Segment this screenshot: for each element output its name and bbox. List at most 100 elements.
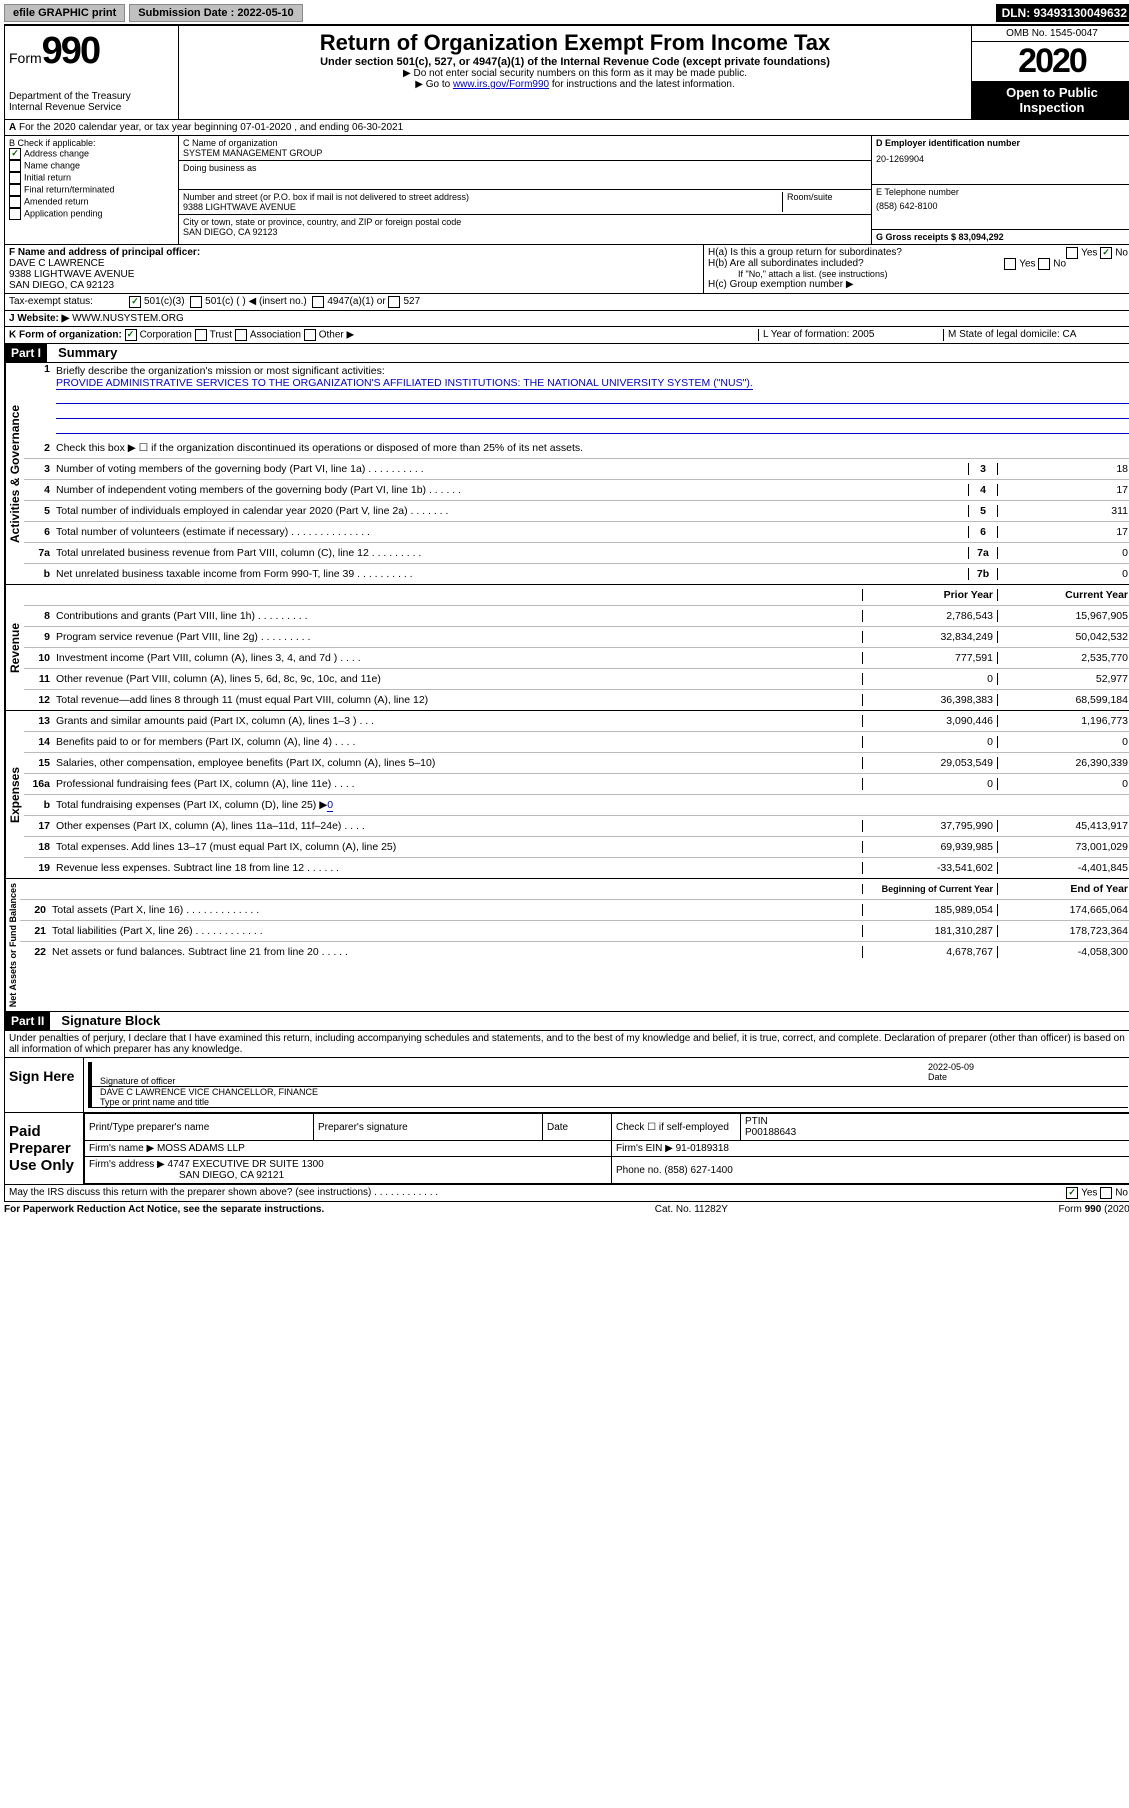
sig-officer-label: Signature of officer <box>88 1062 920 1086</box>
street-label: Number and street (or P.O. box if mail i… <box>183 192 782 202</box>
ein-label: D Employer identification number <box>876 138 1128 148</box>
app-pending-checkbox[interactable] <box>9 208 21 220</box>
l9: Program service revenue (Part VIII, line… <box>56 629 862 645</box>
ha-no-checkbox[interactable] <box>1100 247 1112 259</box>
ha-yes-checkbox[interactable] <box>1066 247 1078 259</box>
l11c: 52,977 <box>997 673 1129 685</box>
firm-addr1: 4747 EXECUTIVE DR SUITE 1300 <box>168 1159 324 1170</box>
firm-addr2: SAN DIEGO, CA 92121 <box>89 1170 284 1181</box>
h-b-note: If "No," attach a list. (see instruction… <box>708 269 1128 279</box>
527-label: 527 <box>403 296 420 308</box>
website-row: J Website: ▶ WWW.NUSYSTEM.ORG <box>4 311 1129 327</box>
prep-sig-label: Preparer's signature <box>314 1114 543 1141</box>
type-print-label: Type or print name and title <box>100 1097 1128 1107</box>
l20p: 185,989,054 <box>862 904 997 916</box>
box-d: D Employer identification number 20-1269… <box>872 136 1129 185</box>
firm-ein-label: Firm's EIN ▶ <box>616 1143 673 1154</box>
yes-label-2: Yes <box>1019 259 1035 270</box>
form-footer: Form 990 (2020) <box>1059 1204 1129 1215</box>
corp-checkbox[interactable] <box>125 329 137 341</box>
hb-yes-checkbox[interactable] <box>1004 258 1016 270</box>
discuss-yes-label: Yes <box>1081 1188 1097 1199</box>
phone-label: E Telephone number <box>876 187 1128 197</box>
dept-treasury: Department of the Treasury <box>9 91 174 102</box>
officer-city: SAN DIEGO, CA 92123 <box>9 280 114 291</box>
l20: Total assets (Part X, line 16) . . . . .… <box>52 902 862 918</box>
irs-link[interactable]: www.irs.gov/Form990 <box>453 79 549 90</box>
box-b-label: B Check if applicable: <box>9 138 174 148</box>
amended-return-checkbox[interactable] <box>9 196 21 208</box>
other-checkbox[interactable] <box>304 329 316 341</box>
klm-row: K Form of organization: Corporation Trus… <box>4 327 1129 344</box>
l13p: 3,090,446 <box>862 715 997 727</box>
l16b: Total fundraising expenses (Part IX, col… <box>56 797 862 813</box>
l6v: 17 <box>997 526 1129 538</box>
part2-header: Part II <box>5 1012 50 1030</box>
top-bar: efile GRAPHIC print Submission Date : 20… <box>4 4 1129 26</box>
open-public-badge: Open to Public Inspection <box>972 81 1129 119</box>
expenses-vlabel: Expenses <box>5 711 24 878</box>
discuss-yes-checkbox[interactable] <box>1066 1187 1078 1199</box>
self-employed-label: Check ☐ if self-employed <box>612 1114 741 1141</box>
l9c: 50,042,532 <box>997 631 1129 643</box>
box-g: G Gross receipts $ 83,094,292 <box>872 230 1129 244</box>
l16ac: 0 <box>997 778 1129 790</box>
efile-button[interactable]: efile GRAPHIC print <box>4 4 125 22</box>
l14: Benefits paid to or for members (Part IX… <box>56 734 862 750</box>
l19p: -33,541,602 <box>862 862 997 874</box>
address-change-checkbox[interactable] <box>9 148 21 160</box>
governance-body: 1 Briefly describe the organization's mi… <box>24 363 1129 584</box>
initial-return-checkbox[interactable] <box>9 172 21 184</box>
hb-no-checkbox[interactable] <box>1038 258 1050 270</box>
sig-officer-line: Signature of officer 2022-05-09 Date <box>88 1062 1128 1087</box>
website-value: WWW.NUSYSTEM.ORG <box>72 313 184 324</box>
trust-label: Trust <box>210 330 232 341</box>
h-b-text: H(b) Are all subordinates included? <box>708 258 864 269</box>
begin-year-header: Beginning of Current Year <box>862 884 997 894</box>
501c-checkbox[interactable] <box>190 296 202 308</box>
name-change-checkbox[interactable] <box>9 160 21 172</box>
netassets-body: Beginning of Current YearEnd of Year 20T… <box>20 879 1129 1011</box>
l15: Salaries, other compensation, employee b… <box>56 755 862 771</box>
header-left: Form990 Department of the Treasury Inter… <box>5 26 179 119</box>
officer-label: F Name and address of principal officer: <box>9 247 200 258</box>
line-a-text: For the 2020 calendar year, or tax year … <box>19 122 403 133</box>
discuss-text: May the IRS discuss this return with the… <box>9 1187 1066 1199</box>
firm-ein: 91-0189318 <box>676 1143 729 1154</box>
l18c: 73,001,029 <box>997 841 1129 853</box>
trust-checkbox[interactable] <box>195 329 207 341</box>
mission-line-2 <box>56 391 1129 404</box>
assoc-checkbox[interactable] <box>235 329 247 341</box>
final-return-checkbox[interactable] <box>9 184 21 196</box>
l7b: Net unrelated business taxable income fr… <box>56 566 968 582</box>
discuss-row: May the IRS discuss this return with the… <box>4 1185 1129 1202</box>
l4: Number of independent voting members of … <box>56 482 968 498</box>
revenue-vlabel: Revenue <box>5 585 24 710</box>
name-change-label: Name change <box>24 160 80 170</box>
501c3-label: 501(c)(3) <box>144 296 185 308</box>
firm-addr-label: Firm's address ▶ <box>89 1159 165 1170</box>
submission-date-button[interactable]: Submission Date : 2022-05-10 <box>129 4 302 22</box>
l11: Other revenue (Part VIII, column (A), li… <box>56 671 862 687</box>
discuss-no-checkbox[interactable] <box>1100 1187 1112 1199</box>
l7bv: 0 <box>997 568 1129 580</box>
501c3-checkbox[interactable] <box>129 296 141 308</box>
amended-return-label: Amended return <box>24 196 89 206</box>
dln-label: DLN: 93493130049632 <box>996 4 1129 22</box>
org-name-row: C Name of organization SYSTEM MANAGEMENT… <box>179 136 871 161</box>
l17p: 37,795,990 <box>862 820 997 832</box>
org-name: SYSTEM MANAGEMENT GROUP <box>183 148 867 158</box>
l8p: 2,786,543 <box>862 610 997 622</box>
part2-bar: Part II Signature Block <box>4 1012 1129 1031</box>
4947-checkbox[interactable] <box>312 296 324 308</box>
527-checkbox[interactable] <box>388 296 400 308</box>
l21: Total liabilities (Part X, line 26) . . … <box>52 923 862 939</box>
irs-label: Internal Revenue Service <box>9 102 174 113</box>
box-f: F Name and address of principal officer:… <box>5 245 704 293</box>
firm-name: MOSS ADAMS LLP <box>157 1143 245 1154</box>
l16b-value: 0 <box>327 799 333 812</box>
final-return-label: Final return/terminated <box>24 184 115 194</box>
revenue-body: Prior YearCurrent Year 8Contributions an… <box>24 585 1129 710</box>
l8c: 15,967,905 <box>997 610 1129 622</box>
app-pending-label: Application pending <box>24 208 103 218</box>
